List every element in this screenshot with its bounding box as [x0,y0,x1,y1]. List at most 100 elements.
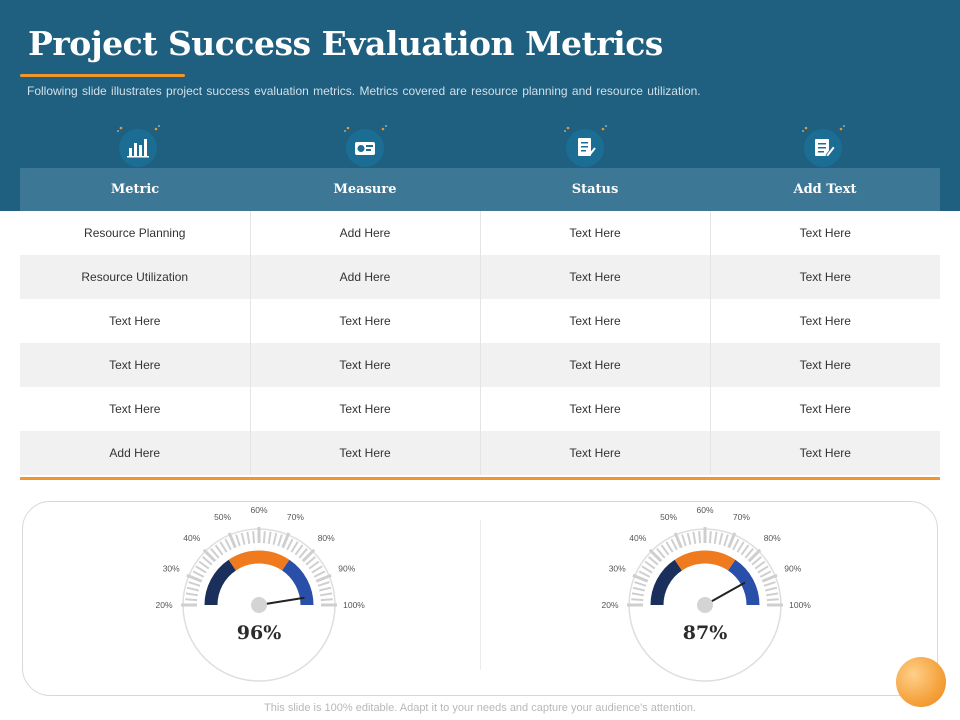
gauge-tick [317,581,330,587]
gauge-tick [718,532,724,545]
gauge-tick [747,548,762,563]
decorative-orange-circle [896,657,946,707]
gauge-tick [765,586,778,592]
table-row: Add Here Text Here Text Here Text Here [20,431,940,475]
gauge-scale-label: 70% [287,512,304,522]
gauge-tick [281,532,291,549]
title-underline [20,74,185,77]
page-subtitle: Following slide illustrates project succ… [27,84,701,98]
footer-note: This slide is 100% editable. Adapt it to… [264,702,696,714]
table-cell: Text Here [709,299,940,343]
table-cell: Resource Utilization [20,255,250,299]
gauge-2-hub [697,597,713,613]
gauge-tick [185,598,198,602]
gauge-tick [219,541,228,553]
gauge-tick [186,573,203,583]
gauge-scale-label: 60% [696,505,713,515]
gauge-tick [290,541,299,553]
gauge-scale-label: 50% [660,512,677,522]
gauge-scale-label: 70% [733,512,750,522]
gauge-tick [713,531,718,544]
gauge-tick [188,581,201,587]
gauge-scale-label: 30% [163,564,180,574]
gauge-2-scale-labels: 20% 30% 40% 50% 60% 70% 80% 90% 100% [601,505,811,610]
gauge-tick [736,541,745,553]
gauge-tick [185,592,198,597]
gauge-tick [631,592,644,597]
gauge-1-svg: 20% 30% 40% 50% 60% 70% 80% 90% 100% 96% [155,505,365,682]
gauge-scale-label: 40% [629,533,646,543]
header-status: Status [480,168,710,211]
gauge-tick [320,598,333,602]
gauge-2-segment-high [727,559,760,606]
gauge-scale-label: 80% [318,533,335,543]
gauge-tick [763,581,776,587]
gauge-tick [252,531,256,544]
gauge-tick [698,531,702,544]
table-cell: Text Here [479,387,710,431]
analytics-card-icon [340,124,390,168]
table-bottom-accent [20,477,940,480]
table-row: Resource Utilization Add Here Text Here … [20,255,940,299]
gauge-1-hub [251,597,267,613]
gauge-1-scale-labels: 20% 30% 40% 50% 60% 70% 80% 90% 100% [155,505,365,610]
table-cell: Text Here [20,299,250,343]
gauge-tick [660,544,670,556]
table-cell: Text Here [479,255,710,299]
table-row: Resource Planning Add Here Text Here Tex… [20,211,940,255]
gauge-scale-label: 100% [343,600,365,610]
gauge-tick [744,548,754,559]
gauge-tick [186,586,199,592]
gauge-tick [641,565,653,574]
gauge-1-segment-low [204,559,237,606]
metrics-table: Metric Measure Status Add Text Resource … [20,168,940,475]
table-cell: Text Here [709,431,940,475]
gauge-tick [202,556,213,566]
gauge-tick [673,532,683,549]
gauge-divider [480,520,481,670]
table-cell: Text Here [479,211,710,255]
gauge-scale-label: 90% [338,564,355,574]
gauge-tick [681,534,687,547]
table-row: Text Here Text Here Text Here Text Here [20,387,940,431]
edit-document-icon [798,124,848,168]
gauge-tick [670,538,678,551]
table-row: Text Here Text Here Text Here Text Here [20,343,940,387]
gauge-tick [301,548,316,563]
gauge-tick [224,538,232,551]
gauge-tick [732,538,740,551]
gauge-tick [754,560,766,570]
gauge-tick [631,598,644,602]
gauge-1-value: 96% [237,622,282,644]
gauge-tick [644,560,656,570]
table-cell: Text Here [249,343,480,387]
gauge-tick [272,532,278,545]
gauge-tick [634,581,647,587]
gauge-tick [320,592,333,597]
gauge-scale-label: 20% [155,600,172,610]
table-header-row: Metric Measure Status Add Text [20,168,940,211]
gauge-2-segment-low [650,559,683,606]
gauge-scale-label: 20% [601,600,618,610]
gauge-scale-label: 80% [764,533,781,543]
gauge-tick [766,592,779,597]
table-cell: Text Here [249,299,480,343]
gauge-tick [708,531,712,544]
gauge-tick [319,586,332,592]
gauge-tick [240,532,246,545]
gauge-1-segment-high [281,559,314,606]
gauge-tick [235,534,241,547]
table-cell: Text Here [709,255,940,299]
gauge-scale-label: 40% [183,533,200,543]
header-add-text: Add Text [710,168,940,211]
table-cell: Add Here [249,211,480,255]
table-cell: Text Here [709,211,940,255]
gauge-panel [22,501,938,696]
gauge-tick [648,556,659,566]
gauge-tick [246,531,251,544]
table-cell: Text Here [479,299,710,343]
header-metric: Metric [20,168,250,211]
gauge-tick [632,586,645,592]
gauge-2-ticks [627,527,783,607]
gauge-tick [757,565,769,574]
